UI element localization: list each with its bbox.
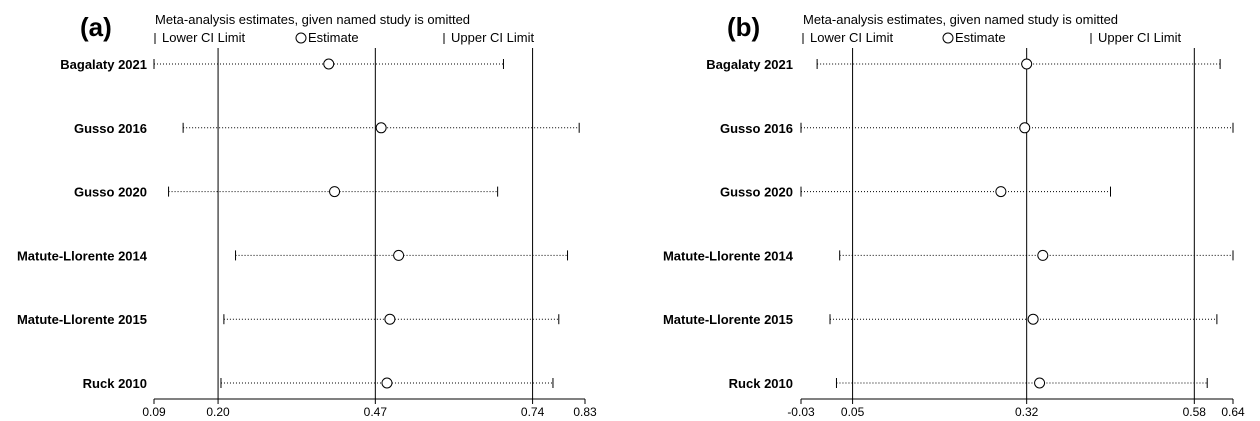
study-row: Ruck 2010 [729,376,1208,391]
estimate-point [384,313,396,325]
legend: Lower CI Limit Estimate Upper CI Limit [802,30,1181,45]
x-tick-label: -0.03 [787,405,815,419]
study-label: Bagalaty 2021 [60,57,147,72]
study-label: Gusso 2016 [74,121,147,136]
chart-title: Meta-analysis estimates, given named stu… [803,12,1118,27]
study-label: Bagalaty 2021 [706,57,793,72]
study-row: Matute-Llorente 2015 [663,312,1218,327]
estimate-point [1037,249,1049,261]
study-row: Matute-Llorente 2015 [17,312,560,327]
x-tick-label: 0.74 [521,405,545,419]
legend-lower-label: Lower CI Limit [810,30,893,45]
estimate-point [323,58,335,70]
estimate-point [393,249,405,261]
legend-estimate-label: Estimate [955,30,1006,45]
forest-panel-a: (a) Meta-analysis estimates, given named … [17,12,597,419]
estimate-point [1019,122,1031,134]
x-tick-label: 0.05 [841,405,865,419]
study-label: Matute-Llorente 2015 [17,312,147,327]
study-label: Ruck 2010 [83,376,147,391]
x-tick-label: 0.64 [1221,405,1245,419]
x-tick-label: 0.47 [364,405,388,419]
legend-estimate-marker [942,32,954,44]
estimate-point [1027,313,1039,325]
study-label: Matute-Llorente 2014 [663,248,794,263]
study-row: Ruck 2010 [83,376,554,391]
panel-label: (b) [727,12,760,42]
study-row: Bagalaty 2021 [60,57,504,72]
study-row: Gusso 2016 [74,121,580,136]
forest-panel-b: (b) Meta-analysis estimates, given named … [663,12,1245,419]
x-tick-label: 0.58 [1183,405,1207,419]
x-tick-label: 0.09 [142,405,166,419]
study-label: Gusso 2020 [720,185,793,200]
study-row: Bagalaty 2021 [706,57,1221,72]
study-row: Matute-Llorente 2014 [663,248,1234,263]
study-row: Gusso 2016 [720,121,1234,136]
estimate-point [329,186,341,198]
panel-label: (a) [80,12,112,42]
legend-upper-label: Upper CI Limit [1098,30,1181,45]
study-label: Matute-Llorente 2015 [663,312,793,327]
legend: Lower CI Limit Estimate Upper CI Limit [154,30,534,45]
estimate-point [1034,377,1046,389]
study-row: Gusso 2020 [720,185,1111,200]
study-row: Matute-Llorente 2014 [17,248,569,263]
legend-lower-label: Lower CI Limit [162,30,245,45]
x-tick-label: 0.83 [573,405,597,419]
estimate-point [381,377,393,389]
estimate-point [375,122,387,134]
chart-title: Meta-analysis estimates, given named stu… [155,12,470,27]
study-label: Ruck 2010 [729,376,793,391]
study-label: Gusso 2016 [720,121,793,136]
estimate-point [1021,58,1033,70]
legend-estimate-marker [295,32,307,44]
legend-estimate-label: Estimate [308,30,359,45]
study-row: Gusso 2020 [74,185,499,200]
legend-upper-label: Upper CI Limit [451,30,534,45]
study-label: Gusso 2020 [74,185,147,200]
study-label: Matute-Llorente 2014 [17,248,148,263]
estimate-point [995,186,1007,198]
x-tick-label: 0.20 [206,405,230,419]
x-tick-label: 0.32 [1015,405,1039,419]
